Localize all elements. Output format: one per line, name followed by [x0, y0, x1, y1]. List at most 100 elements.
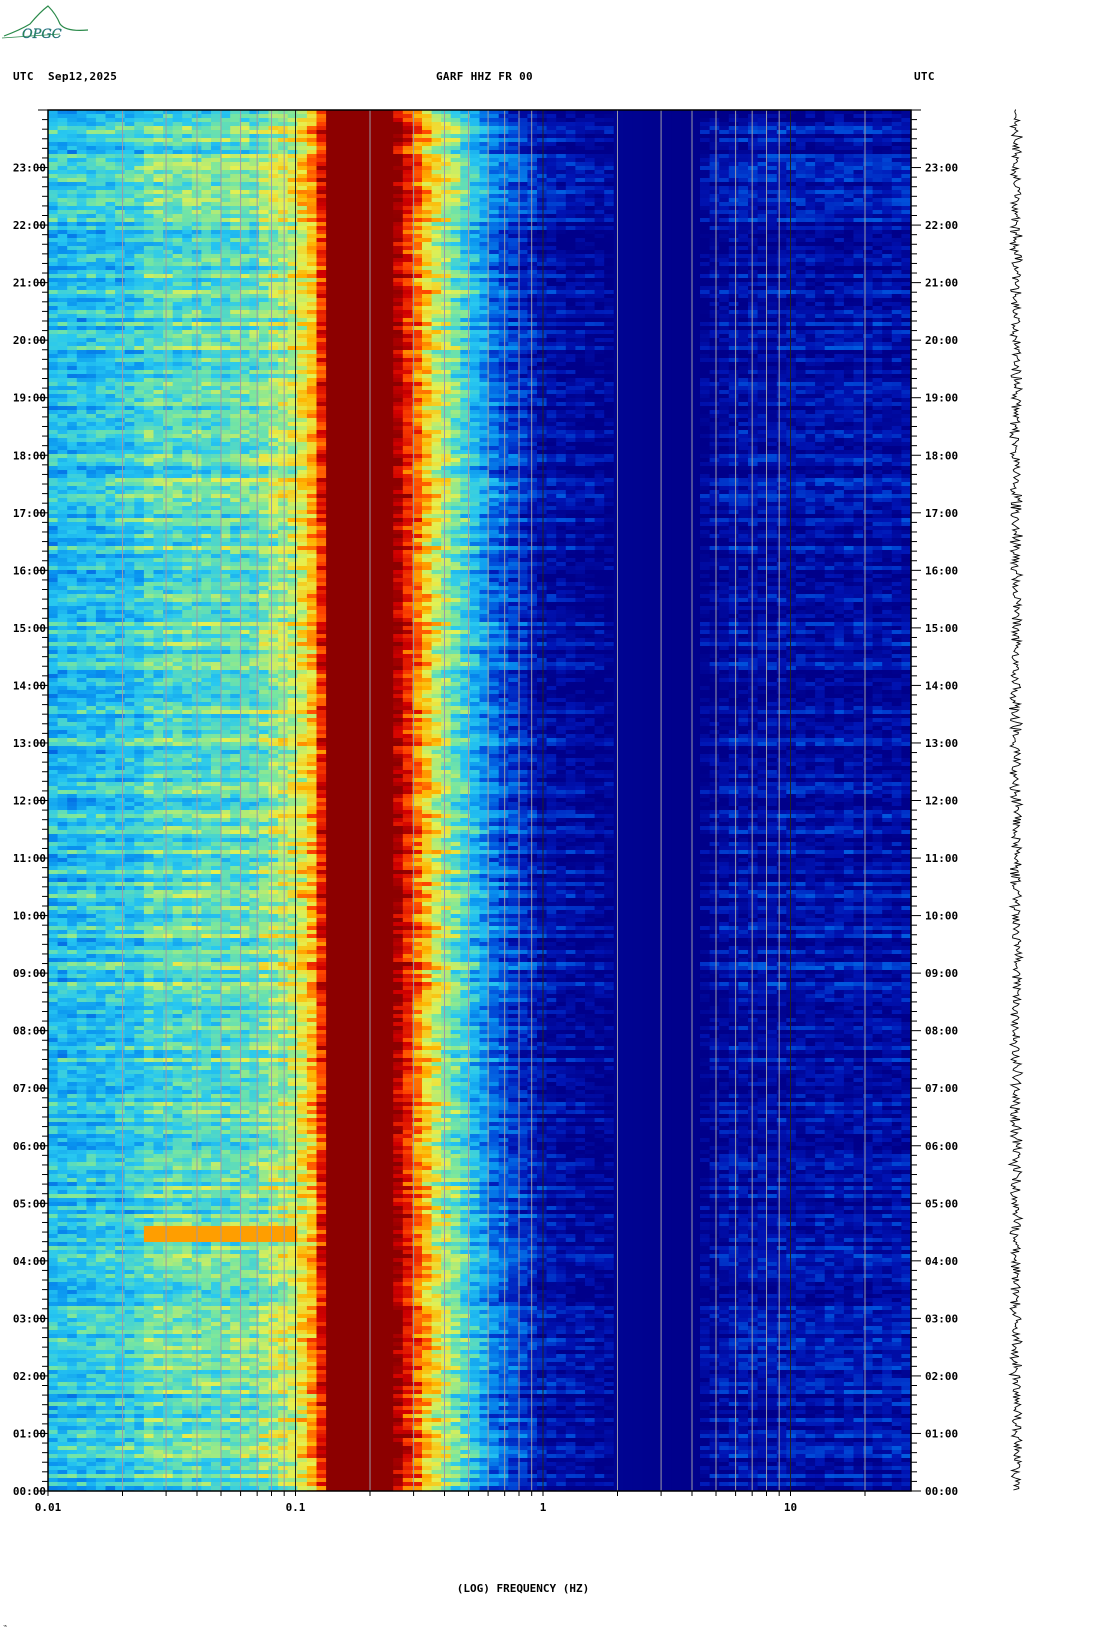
heatmap-cell	[901, 138, 912, 143]
heatmap-cell	[498, 170, 509, 175]
heatmap-cell	[67, 270, 78, 275]
heatmap-cell	[143, 238, 155, 243]
heatmap-cell	[153, 250, 164, 255]
heatmap-cell	[642, 258, 653, 263]
heatmap-cell	[824, 138, 835, 143]
heatmap-cell	[642, 218, 653, 223]
heatmap-cell	[326, 218, 337, 223]
heatmap-cell	[287, 206, 298, 211]
heatmap-cell	[153, 266, 164, 271]
heatmap-cell	[585, 142, 596, 147]
heatmap-cell	[728, 198, 739, 203]
heatmap-cell	[335, 142, 346, 147]
heatmap-cell	[728, 286, 739, 291]
heatmap-cell	[278, 174, 289, 179]
heatmap-cell	[460, 158, 471, 163]
heatmap-cell	[795, 326, 807, 331]
heatmap-cell	[316, 282, 327, 287]
heatmap-cell	[815, 254, 826, 259]
heatmap-cell	[882, 286, 893, 291]
heatmap-cell	[412, 126, 423, 131]
heatmap-cell	[306, 182, 318, 187]
heatmap-cell	[661, 146, 672, 151]
heatmap-cell	[489, 218, 500, 223]
heatmap-cell	[498, 286, 509, 291]
heatmap-cell	[882, 126, 893, 131]
heatmap-cell	[239, 254, 250, 259]
heatmap-cell	[316, 134, 327, 139]
heatmap-cell	[824, 322, 835, 327]
heatmap-cell	[67, 202, 78, 207]
heatmap-cell	[211, 278, 222, 283]
heatmap-cell	[383, 170, 394, 175]
heatmap-cell	[67, 258, 78, 263]
heatmap-cell	[354, 150, 365, 155]
heatmap-cell	[306, 290, 318, 295]
heatmap-cell	[728, 270, 739, 275]
heatmap-cell	[546, 230, 557, 235]
heatmap-cell	[306, 222, 318, 227]
heatmap-cell	[585, 194, 596, 199]
heatmap-cell	[537, 214, 548, 219]
heatmap-cell	[48, 330, 59, 335]
heatmap-cell	[95, 186, 107, 191]
heatmap-cell	[57, 210, 68, 215]
heatmap-cell	[143, 162, 155, 167]
heatmap-cell	[642, 278, 653, 283]
heatmap-cell	[297, 206, 308, 211]
heatmap-cell	[575, 134, 586, 139]
heatmap-cell	[460, 266, 471, 271]
heatmap-cell	[402, 326, 413, 331]
heatmap-cell	[661, 166, 672, 171]
heatmap-cell	[709, 226, 720, 231]
heatmap-cell	[364, 182, 375, 187]
heatmap-cell	[556, 290, 567, 295]
heatmap-cell	[594, 238, 605, 243]
heatmap-cell	[805, 270, 816, 275]
heatmap-cell	[57, 290, 68, 295]
heatmap-cell	[316, 162, 327, 167]
heatmap-cell	[479, 190, 490, 195]
heatmap-cell	[891, 186, 902, 191]
heatmap-cell	[537, 154, 548, 159]
heatmap-cell	[882, 146, 893, 151]
heatmap-cell	[297, 190, 308, 195]
heatmap-cell	[661, 142, 672, 147]
heatmap-cell	[863, 274, 874, 279]
heatmap-cell	[690, 274, 701, 279]
heatmap-cell	[594, 134, 605, 139]
heatmap-cell	[249, 154, 260, 159]
heatmap-cell	[671, 278, 682, 283]
heatmap-cell	[153, 314, 164, 319]
heatmap-cell	[95, 202, 107, 207]
heatmap-cell	[795, 314, 807, 319]
heatmap-cell	[163, 250, 174, 255]
heatmap-cell	[834, 286, 845, 291]
heatmap-cell	[479, 234, 490, 239]
heatmap-cell	[57, 278, 68, 283]
heatmap-cell	[527, 190, 538, 195]
heatmap-cell	[767, 298, 778, 303]
heatmap-cell	[57, 310, 68, 315]
heatmap-cell	[278, 310, 289, 315]
heatmap-cell	[383, 174, 394, 179]
heatmap-cell	[211, 142, 222, 147]
heatmap-cell	[402, 194, 413, 199]
heatmap-cell	[335, 198, 346, 203]
heatmap-cell	[604, 234, 615, 239]
heatmap-cell	[374, 310, 385, 315]
heatmap-cell	[76, 138, 87, 143]
heatmap-cell	[613, 182, 624, 187]
heatmap-cell	[48, 122, 59, 127]
heatmap-cell	[48, 158, 59, 163]
heatmap-cell	[95, 182, 107, 187]
heatmap-cell	[594, 282, 605, 287]
heatmap-cell	[537, 326, 548, 331]
heatmap-cell	[498, 134, 509, 139]
heatmap-cell	[709, 326, 720, 331]
heatmap-cell	[354, 286, 365, 291]
heatmap-cell	[95, 282, 107, 287]
heatmap-cell	[105, 126, 116, 131]
heatmap-cell	[517, 162, 529, 167]
heatmap-cell	[882, 234, 893, 239]
